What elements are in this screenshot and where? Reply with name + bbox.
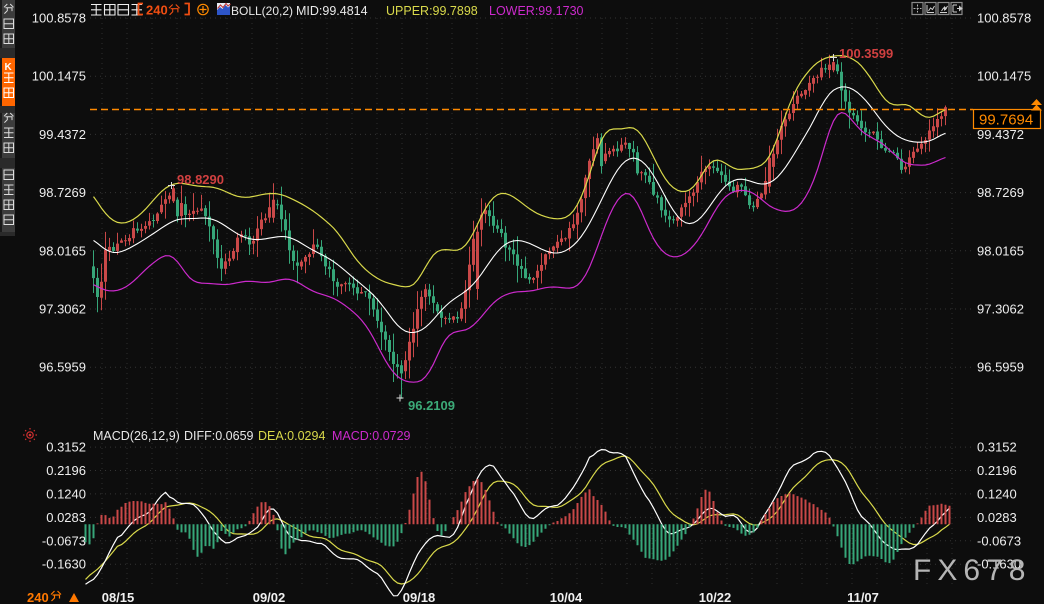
svg-text:MACD:0.0729: MACD:0.0729 — [332, 429, 411, 443]
svg-text:98.0165: 98.0165 — [977, 243, 1024, 258]
svg-text:100.8578: 100.8578 — [977, 11, 1031, 26]
svg-text:K: K — [5, 62, 13, 73]
svg-text:UPPER:99.7898: UPPER:99.7898 — [386, 4, 478, 18]
svg-text:98.8290: 98.8290 — [177, 172, 224, 187]
svg-text:0.3152: 0.3152 — [46, 440, 86, 455]
svg-text:96.5959: 96.5959 — [39, 360, 86, 375]
svg-text:99.4372: 99.4372 — [39, 127, 86, 142]
svg-text:-0.1630: -0.1630 — [977, 557, 1021, 572]
svg-text:-0.1630: -0.1630 — [42, 557, 86, 572]
svg-text:-0.0673: -0.0673 — [977, 533, 1021, 548]
svg-text:DIFF:0.0659: DIFF:0.0659 — [184, 429, 254, 443]
svg-text:240: 240 — [27, 590, 49, 604]
svg-text:97.3062: 97.3062 — [39, 302, 86, 317]
svg-text:MID:99.4814: MID:99.4814 — [296, 4, 368, 18]
svg-text:0.1240: 0.1240 — [46, 486, 86, 501]
svg-text:99.7694: 99.7694 — [979, 112, 1033, 129]
svg-text:100.8578: 100.8578 — [32, 11, 86, 26]
svg-text:240: 240 — [146, 3, 168, 18]
svg-text:09/02: 09/02 — [253, 590, 286, 604]
svg-text:MACD(26,12,9): MACD(26,12,9) — [93, 429, 180, 443]
svg-text:97.3062: 97.3062 — [977, 302, 1024, 317]
svg-text:11/07: 11/07 — [847, 590, 879, 604]
svg-text:-0.0673: -0.0673 — [42, 533, 86, 548]
svg-text:08/15: 08/15 — [102, 590, 135, 604]
svg-text:DEA:0.0294: DEA:0.0294 — [258, 429, 325, 443]
svg-text:0.1240: 0.1240 — [977, 486, 1017, 501]
svg-text:0.3152: 0.3152 — [977, 440, 1017, 455]
svg-text:100.3599: 100.3599 — [839, 46, 893, 61]
svg-text:10/22: 10/22 — [699, 590, 732, 604]
svg-text:0.2196: 0.2196 — [46, 463, 86, 478]
svg-text:100.1475: 100.1475 — [32, 69, 86, 84]
svg-text:96.5959: 96.5959 — [977, 360, 1024, 375]
svg-text:99.4372: 99.4372 — [977, 127, 1024, 142]
svg-text:0.0283: 0.0283 — [977, 510, 1017, 525]
svg-text:09/18: 09/18 — [403, 590, 436, 604]
svg-text:0.0283: 0.0283 — [46, 510, 86, 525]
svg-text:LOWER:99.1730: LOWER:99.1730 — [489, 4, 584, 18]
svg-text:BOLL(20,2): BOLL(20,2) — [231, 4, 293, 18]
svg-text:0.2196: 0.2196 — [977, 463, 1017, 478]
svg-text:100.1475: 100.1475 — [977, 69, 1031, 84]
svg-text:96.2109: 96.2109 — [408, 398, 455, 413]
svg-text:98.7269: 98.7269 — [977, 185, 1024, 200]
svg-text:98.7269: 98.7269 — [39, 185, 86, 200]
svg-text:98.0165: 98.0165 — [39, 243, 86, 258]
svg-text:FX678: FX678 — [913, 554, 1031, 587]
svg-text:10/04: 10/04 — [550, 590, 583, 604]
